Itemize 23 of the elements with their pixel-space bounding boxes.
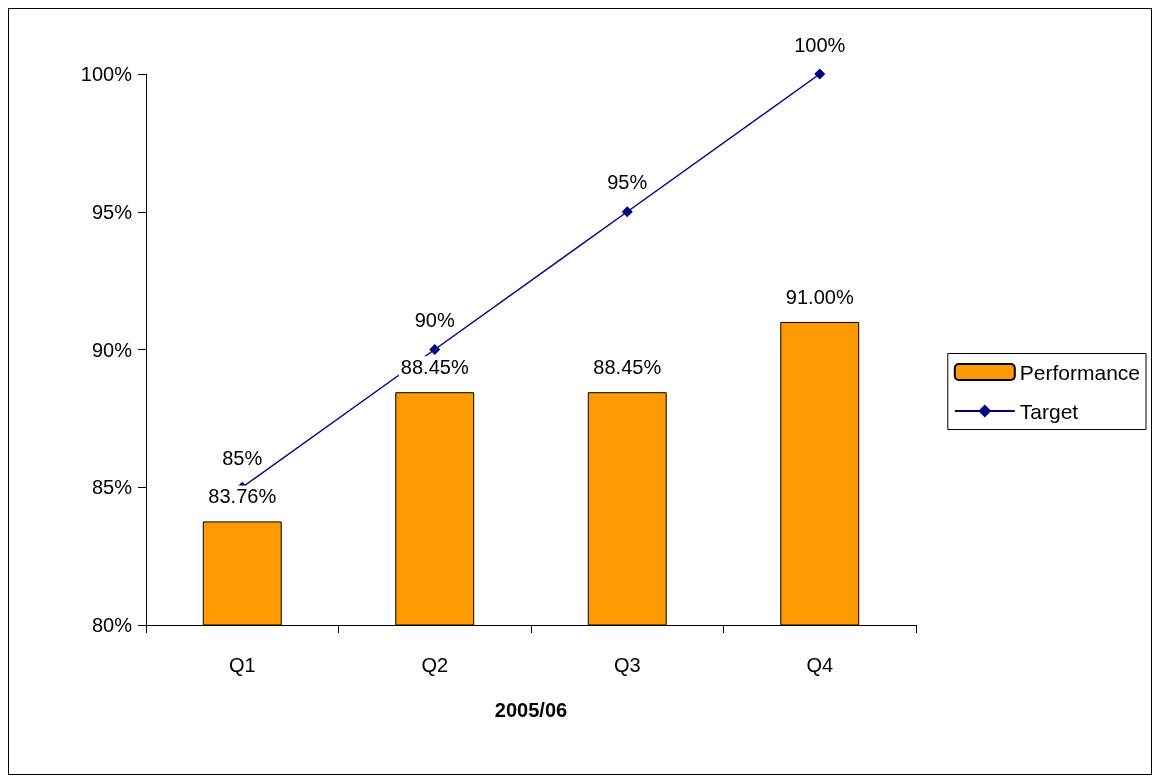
y-tick-label: 80% [91, 614, 133, 636]
data-label: 90% [414, 309, 455, 331]
legend-label: Target [1019, 399, 1079, 423]
x-tick-label: Q3 [613, 654, 641, 676]
point [429, 344, 441, 355]
data-label: 91.00% [785, 285, 854, 308]
data-label: 88.45% [593, 356, 662, 379]
y-tick-label: 90% [91, 338, 133, 361]
x-tick-label: Q2 [421, 654, 449, 676]
legend-label: Performance [1019, 360, 1140, 384]
data-label: 88.45% [400, 356, 469, 379]
point [814, 68, 826, 80]
data-label: 83.76% [208, 485, 277, 508]
x-axis-title: 2005/06 [494, 699, 568, 721]
y-tick-label: 85% [91, 476, 133, 499]
data-label: 100% [794, 33, 846, 56]
x-tick-label: Q4 [806, 654, 834, 676]
x-tick-label: Q1 [228, 654, 256, 676]
data-label: 85% [222, 446, 263, 469]
point [621, 206, 633, 218]
y-tick-label: 100% [80, 63, 133, 85]
y-tick-label: 95% [91, 200, 133, 223]
data-label: 95% [607, 171, 648, 194]
